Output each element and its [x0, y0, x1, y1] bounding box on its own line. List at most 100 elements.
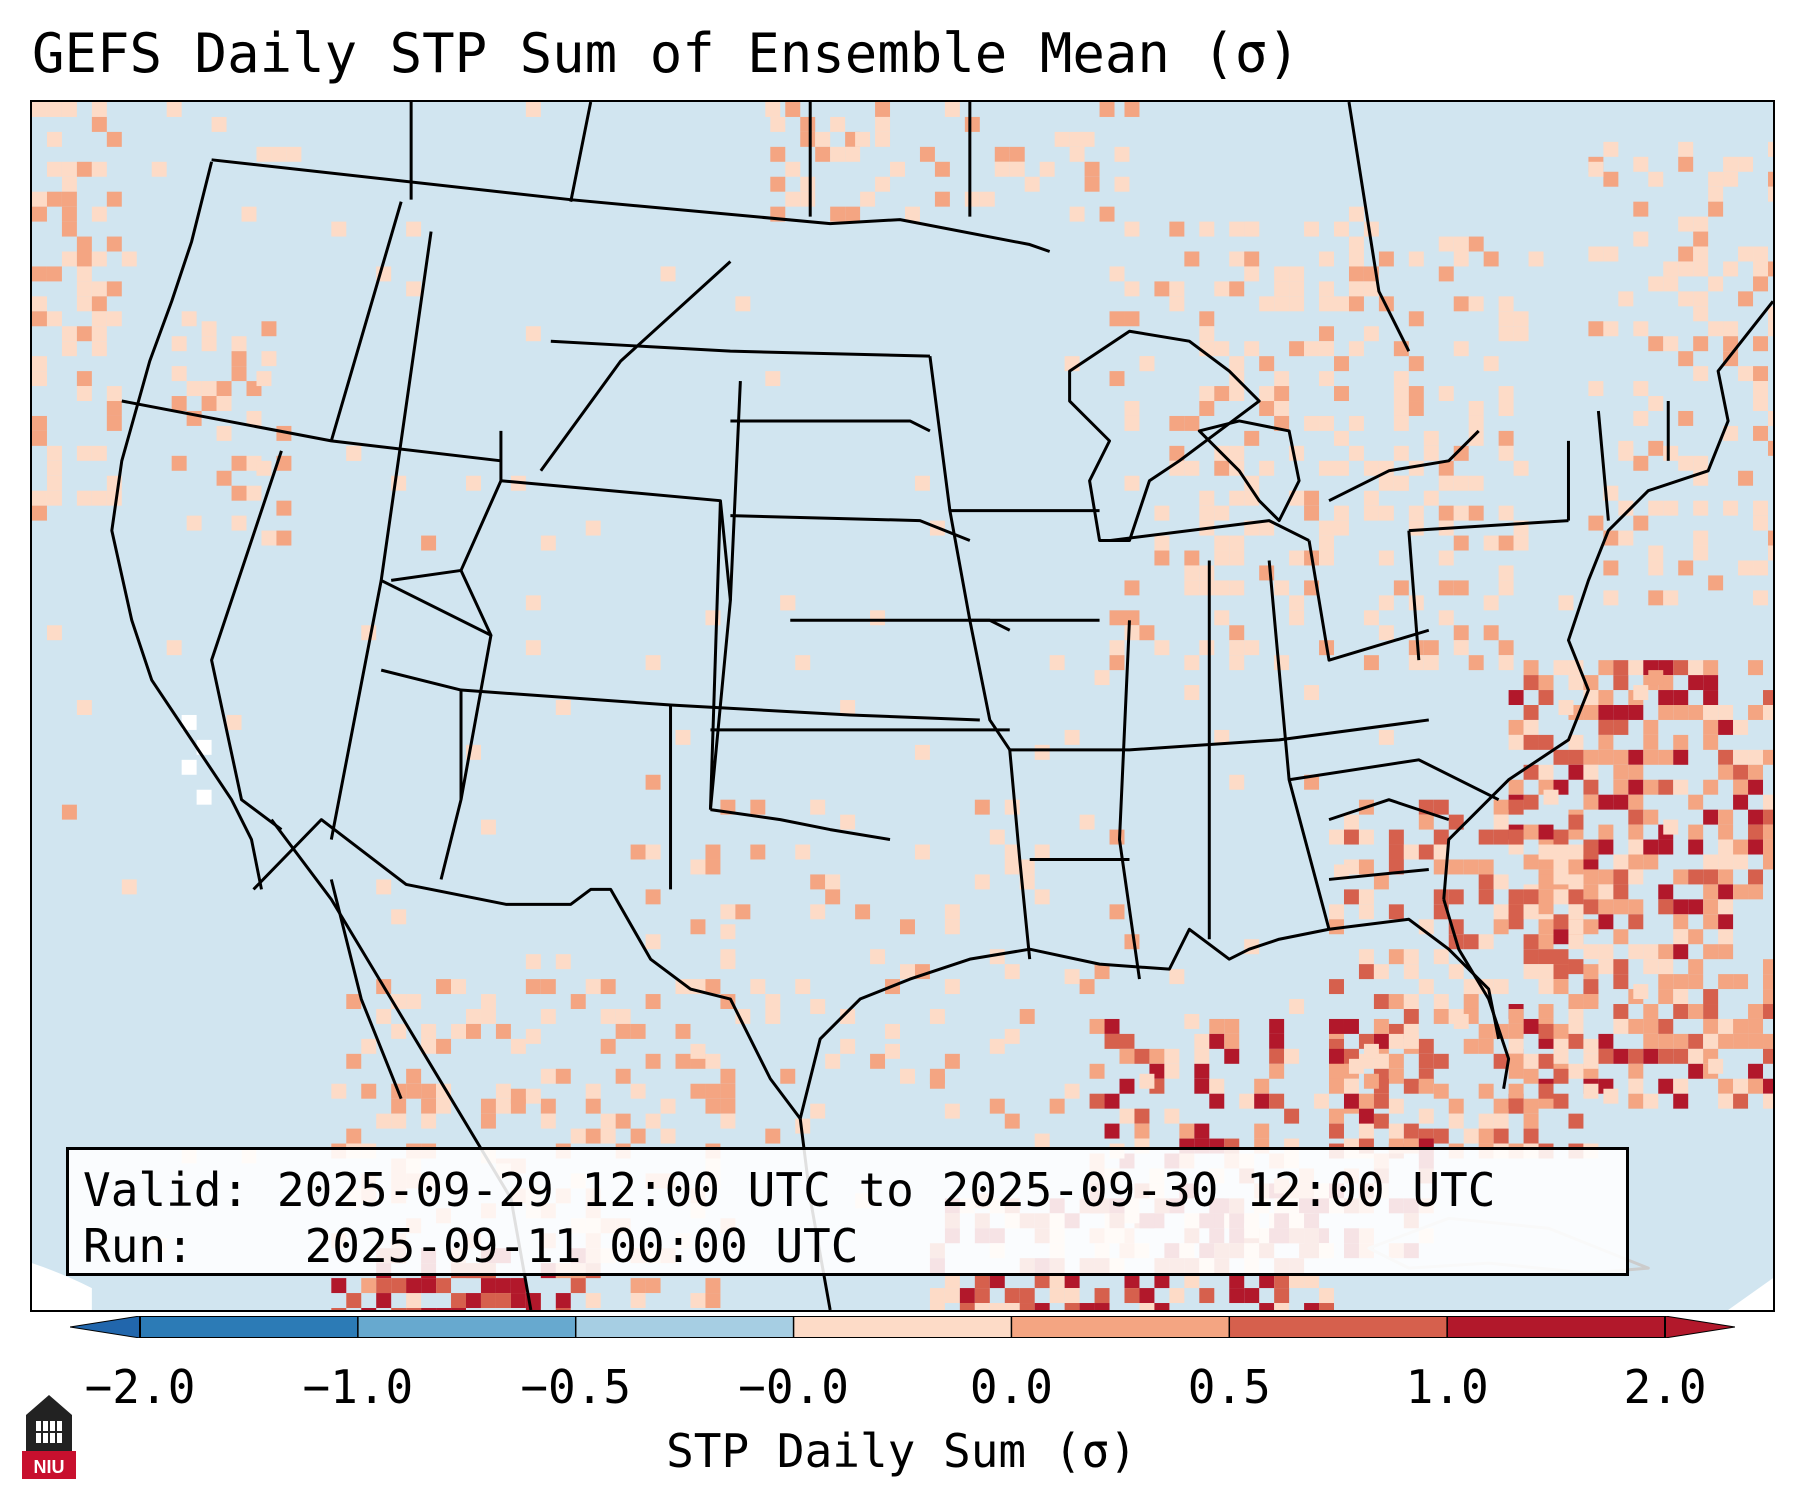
- anomaly-cell: [1688, 675, 1704, 691]
- anomaly-cell: [241, 206, 257, 222]
- anomaly-cell: [1523, 734, 1539, 750]
- anomaly-cell: [1169, 415, 1185, 431]
- anomaly-cell: [436, 1308, 452, 1310]
- anomaly-cell: [466, 1008, 481, 1024]
- anomaly-cell: [540, 979, 556, 995]
- east-coast: [1442, 300, 1773, 900]
- anomaly-cell: [181, 714, 197, 730]
- anomaly-cell: [1733, 839, 1749, 855]
- anomaly-cell: [1733, 764, 1749, 780]
- anomaly-cell: [1079, 131, 1095, 147]
- anomaly-cell: [585, 1098, 601, 1114]
- anomaly-cell: [1703, 1004, 1719, 1019]
- anomaly-cell: [1723, 261, 1739, 277]
- anomaly-cell: [1733, 779, 1749, 795]
- anomaly-cell: [1199, 311, 1215, 327]
- anomaly-cell: [875, 116, 891, 132]
- anomaly-cell: [690, 1043, 706, 1059]
- anomaly-cell: [1259, 386, 1275, 402]
- anomaly-cell: [1763, 974, 1773, 990]
- anomaly-cell: [1319, 520, 1335, 536]
- anomaly-cell: [1363, 281, 1379, 297]
- anomaly-cell: [1199, 401, 1215, 416]
- anomaly-cell: [1348, 1058, 1364, 1074]
- anomaly-cell: [1104, 1018, 1120, 1034]
- anomaly-cell: [1468, 236, 1484, 252]
- anomaly-cell: [1523, 854, 1539, 870]
- anomaly-cell: [875, 131, 891, 147]
- anomaly-cell: [1523, 675, 1539, 691]
- colorbar-segment: [793, 1316, 1012, 1338]
- anomaly-cell: [1538, 934, 1554, 950]
- anomaly-cell: [1703, 944, 1719, 960]
- anomaly-cell: [1673, 1033, 1689, 1049]
- anomaly-cell: [1229, 1288, 1245, 1304]
- anomaly-cell: [216, 396, 232, 411]
- anomaly-cell: [1613, 854, 1629, 870]
- anomaly-cell: [1583, 994, 1599, 1009]
- anomaly-cell: [1289, 595, 1305, 611]
- anomaly-cell: [1094, 964, 1110, 980]
- anomaly-cell: [181, 311, 197, 327]
- anomaly-cell: [1064, 1303, 1080, 1310]
- anomaly-cell: [1738, 470, 1754, 486]
- anomaly-cell: [1433, 1008, 1449, 1024]
- anomaly-cell: [1733, 1033, 1749, 1049]
- anomaly-cell: [1673, 779, 1689, 795]
- anomaly-cell: [391, 1023, 407, 1039]
- anomaly-cell: [959, 1303, 975, 1310]
- colorbar-segment: [575, 1316, 795, 1338]
- anomaly-cell: [391, 1308, 407, 1310]
- anomaly-cell: [765, 371, 781, 387]
- anomaly-cell: [1568, 859, 1584, 875]
- anomaly-cell: [1334, 386, 1349, 402]
- anomaly-cell: [675, 1053, 691, 1069]
- anomaly-cell: [1393, 475, 1409, 491]
- anomaly-cell: [1663, 336, 1679, 352]
- state-line: [1307, 540, 1430, 662]
- anomaly-cell: [705, 859, 721, 875]
- anomaly-cell: [376, 879, 392, 895]
- anomaly-cell: [32, 415, 47, 431]
- anomaly-cell: [1538, 1053, 1554, 1069]
- anomaly-cell: [1274, 580, 1290, 596]
- anomaly-cell: [1229, 386, 1245, 402]
- anomaly-cell: [1658, 944, 1674, 960]
- anomaly-cell: [1523, 1018, 1539, 1034]
- colorbar-tick-label: 1.0: [1405, 1360, 1489, 1414]
- anomaly-cell: [1643, 1033, 1659, 1049]
- anomaly-cell: [1538, 734, 1554, 750]
- anomaly-cell: [1388, 1098, 1404, 1114]
- anomaly-cell: [1109, 829, 1125, 845]
- anomaly-cell: [1363, 326, 1379, 342]
- anomaly-cell: [1139, 1288, 1155, 1304]
- anomaly-cell: [1523, 1113, 1539, 1129]
- state-line: [1009, 718, 1429, 752]
- anomaly-cell: [76, 161, 92, 177]
- anomaly-cell: [1768, 321, 1773, 337]
- anomaly-cell: [720, 1113, 736, 1129]
- anomaly-cell: [1373, 994, 1389, 1009]
- anomaly-cell: [1523, 794, 1539, 810]
- anomaly-cell: [1229, 1273, 1245, 1289]
- anomaly-cell: [1388, 844, 1404, 860]
- anomaly-cell: [1433, 1053, 1449, 1069]
- colorbar-tick-label: 2.0: [1623, 1360, 1707, 1414]
- anomaly-cell: [1433, 949, 1449, 965]
- anomaly-cell: [1603, 246, 1619, 262]
- anomaly-cell: [1748, 1018, 1764, 1034]
- anomaly-cell: [1363, 460, 1379, 476]
- anomaly-cell: [1643, 734, 1659, 750]
- anomaly-cell: [1583, 979, 1599, 995]
- anomaly-cell: [1568, 874, 1584, 890]
- anomaly-cell: [1388, 949, 1404, 965]
- anomaly-cell: [121, 879, 137, 895]
- anomaly-cell: [231, 455, 247, 471]
- anomaly-cell: [1408, 311, 1424, 327]
- anomaly-cell: [510, 1038, 526, 1054]
- anomaly-cell: [1304, 415, 1320, 431]
- anomaly-cell: [1468, 655, 1484, 671]
- anomaly-cell: [934, 161, 950, 177]
- anomaly-cell: [1633, 410, 1649, 426]
- anomaly-cell: [1493, 919, 1509, 935]
